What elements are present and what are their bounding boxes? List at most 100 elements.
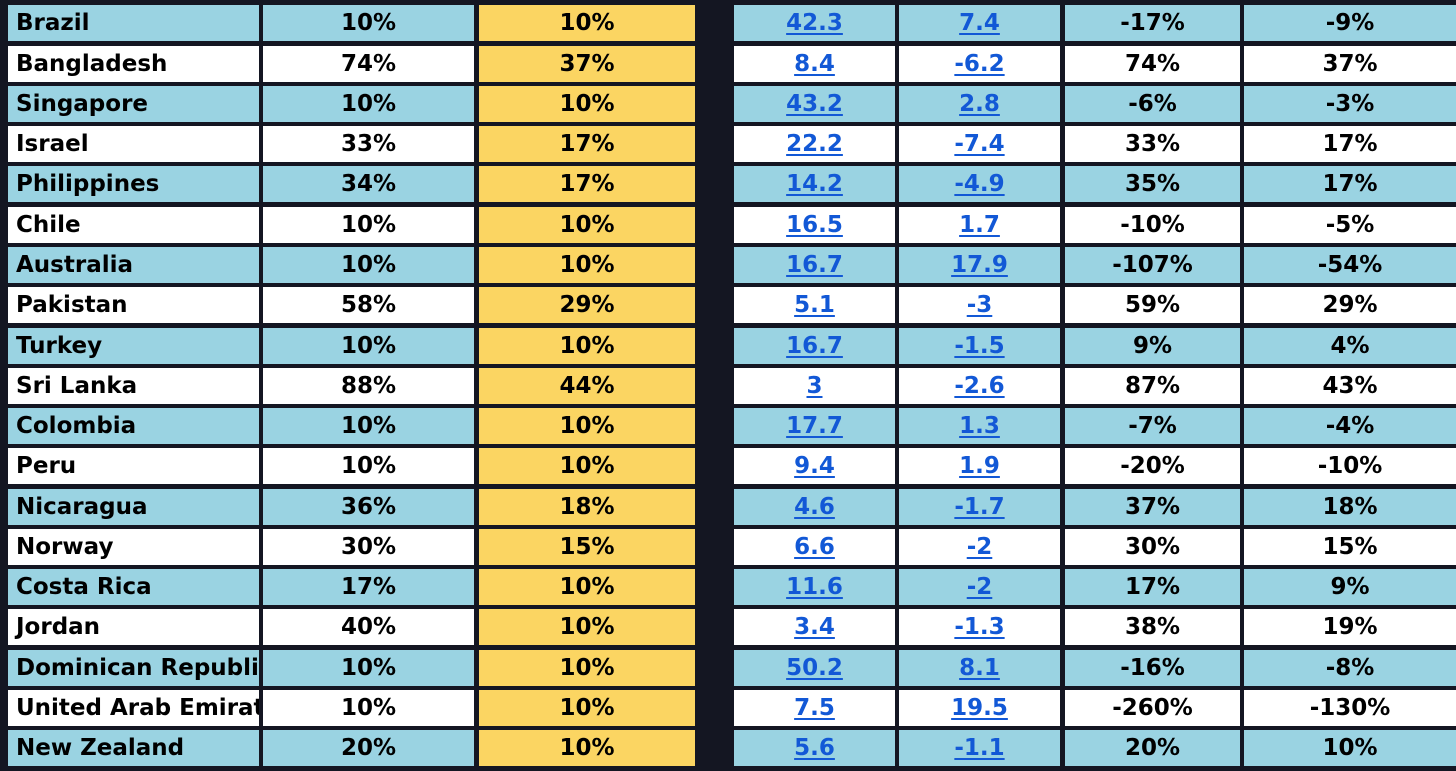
value-link[interactable]: -2 (966, 534, 993, 560)
value-link[interactable]: 17.9 (951, 252, 1008, 278)
value-link[interactable]: -1.3 (954, 614, 1005, 640)
value-cell: 10% (263, 5, 474, 41)
link-cell: 8.4 (734, 46, 895, 82)
value-link[interactable]: 11.6 (786, 574, 843, 600)
highlight-cell: 17% (479, 126, 695, 162)
value-cell: 40% (263, 609, 474, 645)
value-link[interactable]: 22.2 (786, 131, 843, 157)
value-link[interactable]: 17.7 (786, 413, 843, 439)
value-link[interactable]: -1.5 (954, 333, 1005, 359)
value-cell: 37% (1065, 489, 1240, 525)
highlight-cell: 10% (479, 569, 695, 605)
value-cell: 38% (1065, 609, 1240, 645)
value-cell: -130% (1244, 690, 1456, 726)
link-cell: 4.6 (734, 489, 895, 525)
value-cell: -260% (1065, 690, 1240, 726)
value-link[interactable]: 6.6 (794, 534, 835, 560)
value-cell: -10% (1065, 207, 1240, 243)
value-cell: 36% (263, 489, 474, 525)
link-cell: 7.5 (734, 690, 895, 726)
value-cell: 19% (1244, 609, 1456, 645)
table-row: Dominican Republic 10% 10% 50.2 8.1 -16% -8% (8, 650, 1456, 686)
highlight-cell: 18% (479, 489, 695, 525)
value-cell: 30% (1065, 529, 1240, 565)
value-link[interactable]: 16.5 (786, 212, 843, 238)
value-cell: 29% (1244, 287, 1456, 323)
country-cell: Israel (8, 126, 259, 162)
value-link[interactable]: 1.3 (959, 413, 1000, 439)
value-cell: 17% (1244, 126, 1456, 162)
highlight-cell: 10% (479, 609, 695, 645)
value-link[interactable]: 16.7 (786, 252, 843, 278)
table-row: Turkey 10% 10% 16.7 -1.5 9% 4% (8, 328, 1456, 364)
table-row: Bangladesh 74% 37% 8.4 -6.2 74% 37% (8, 46, 1456, 82)
link-cell: -1.1 (899, 730, 1060, 766)
link-cell: 16.5 (734, 207, 895, 243)
link-cell: -4.9 (899, 166, 1060, 202)
value-cell: -107% (1065, 247, 1240, 283)
value-cell: -5% (1244, 207, 1456, 243)
table-row: Sri Lanka 88% 44% 3 -2.6 87% 43% (8, 368, 1456, 404)
value-cell: -16% (1065, 650, 1240, 686)
value-link[interactable]: 8.1 (959, 655, 1000, 681)
value-link[interactable]: -3 (966, 292, 993, 318)
value-cell: 10% (263, 328, 474, 364)
link-cell: 6.6 (734, 529, 895, 565)
value-link[interactable]: -7.4 (954, 131, 1005, 157)
value-link[interactable]: -2.6 (954, 373, 1005, 399)
table-row: United Arab Emirates10%10%7.519.5-260%-1… (8, 690, 1456, 726)
value-cell: 33% (263, 126, 474, 162)
link-cell: -1.5 (899, 328, 1060, 364)
link-cell: 3 (734, 368, 895, 404)
value-cell: 87% (1065, 368, 1240, 404)
value-link[interactable]: 4.6 (794, 494, 835, 520)
country-cell: Brazil (8, 5, 259, 41)
link-cell: 16.7 (734, 328, 895, 364)
country-cell: Jordan (8, 609, 259, 645)
value-link[interactable]: -4.9 (954, 171, 1005, 197)
value-link[interactable]: 7.4 (959, 10, 1000, 36)
value-link[interactable]: 1.9 (959, 453, 1000, 479)
value-link[interactable]: 19.5 (951, 695, 1008, 721)
value-link[interactable]: 5.6 (794, 735, 835, 761)
value-cell: -9% (1244, 5, 1456, 41)
value-cell: 10% (263, 86, 474, 122)
highlight-cell: 10% (479, 650, 695, 686)
value-link[interactable]: 14.2 (786, 171, 843, 197)
value-cell: -10% (1244, 448, 1456, 484)
table-row: Jordan 40% 10% 3.4 -1.3 38% 19% (8, 609, 1456, 645)
value-cell: 15% (1244, 529, 1456, 565)
link-cell: -2 (899, 529, 1060, 565)
value-cell: -54% (1244, 247, 1456, 283)
link-cell: -1.3 (899, 609, 1060, 645)
value-cell: 10% (263, 650, 474, 686)
value-link[interactable]: -1.7 (954, 494, 1005, 520)
link-cell: 16.7 (734, 247, 895, 283)
highlight-cell: 10% (479, 5, 695, 41)
value-link[interactable]: 3 (806, 373, 823, 399)
link-cell: -7.4 (899, 126, 1060, 162)
value-link[interactable]: -6.2 (954, 51, 1005, 77)
value-cell: 74% (1065, 46, 1240, 82)
value-link[interactable]: 1.7 (959, 212, 1000, 238)
value-link[interactable]: 43.2 (786, 91, 843, 117)
value-link[interactable]: 5.1 (794, 292, 835, 318)
value-link[interactable]: 3.4 (794, 614, 835, 640)
value-cell: 37% (1244, 46, 1456, 82)
value-link[interactable]: -1.1 (954, 735, 1005, 761)
link-cell: 11.6 (734, 569, 895, 605)
value-cell: -8% (1244, 650, 1456, 686)
country-cell: Peru (8, 448, 259, 484)
highlight-cell: 10% (479, 207, 695, 243)
value-link[interactable]: 9.4 (794, 453, 835, 479)
value-link[interactable]: 2.8 (959, 91, 1000, 117)
value-cell: -17% (1065, 5, 1240, 41)
value-link[interactable]: 42.3 (786, 10, 843, 36)
value-link[interactable]: 16.7 (786, 333, 843, 359)
value-link[interactable]: 8.4 (794, 51, 835, 77)
table-row: Israel 33% 17% 22.2 -7.4 33% 17% (8, 126, 1456, 162)
value-link[interactable]: -2 (966, 574, 993, 600)
value-link[interactable]: 7.5 (794, 695, 835, 721)
country-cell: Singapore (8, 86, 259, 122)
value-link[interactable]: 50.2 (786, 655, 843, 681)
